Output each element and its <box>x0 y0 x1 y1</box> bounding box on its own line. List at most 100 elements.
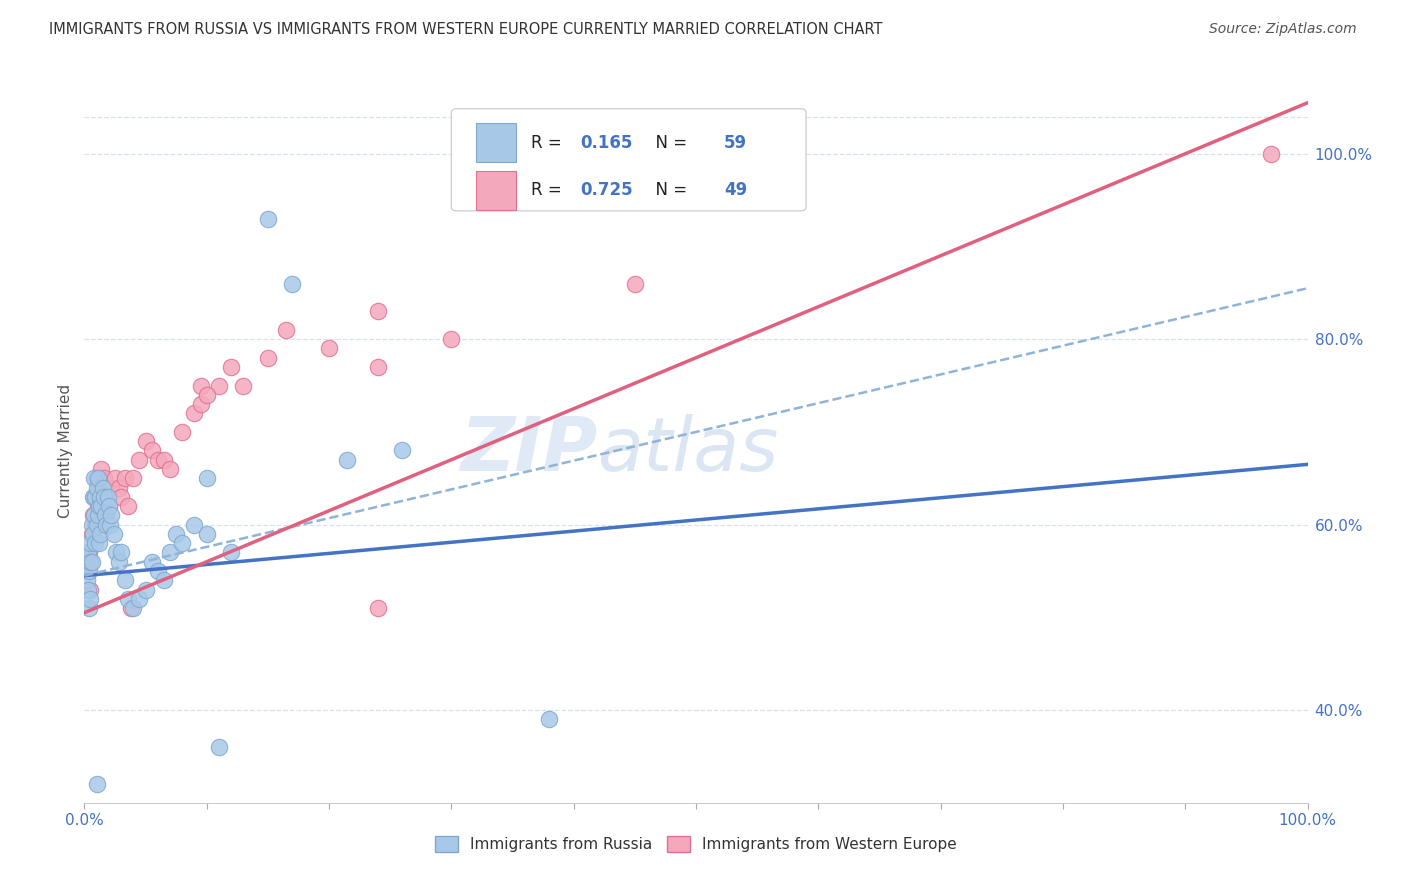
Text: atlas: atlas <box>598 415 779 486</box>
Point <box>96 508 118 523</box>
Point <box>105 545 128 559</box>
Point <box>82 508 104 523</box>
Point <box>77 545 100 559</box>
Text: 49: 49 <box>724 181 748 199</box>
Point <box>89 508 111 523</box>
Point <box>76 574 98 588</box>
Point <box>208 740 231 755</box>
Point <box>79 582 101 597</box>
Point <box>103 527 125 541</box>
Point <box>77 582 100 597</box>
Point <box>153 452 176 467</box>
Point <box>110 545 132 559</box>
Point <box>87 481 110 495</box>
Point <box>90 462 112 476</box>
Text: 0.165: 0.165 <box>579 134 633 152</box>
Text: N =: N = <box>644 134 692 152</box>
Point <box>80 555 103 569</box>
Point <box>107 555 129 569</box>
Point <box>86 777 108 791</box>
Point <box>219 545 242 559</box>
Point <box>114 574 136 588</box>
Point <box>83 508 105 523</box>
Point <box>94 499 117 513</box>
Point <box>104 471 127 485</box>
FancyBboxPatch shape <box>451 109 806 211</box>
FancyBboxPatch shape <box>475 123 516 162</box>
Point <box>281 277 304 291</box>
Point <box>80 527 103 541</box>
Point <box>538 712 561 726</box>
Text: Source: ZipAtlas.com: Source: ZipAtlas.com <box>1209 22 1357 37</box>
Point <box>114 471 136 485</box>
Point <box>159 545 181 559</box>
Point <box>100 481 122 495</box>
FancyBboxPatch shape <box>475 171 516 210</box>
Legend: Immigrants from Russia, Immigrants from Western Europe: Immigrants from Russia, Immigrants from … <box>429 830 963 859</box>
Point <box>183 406 205 420</box>
Point <box>83 471 105 485</box>
Point <box>107 481 129 495</box>
Point <box>87 499 110 513</box>
Point <box>232 378 254 392</box>
Point <box>624 277 647 291</box>
Y-axis label: Currently Married: Currently Married <box>58 384 73 517</box>
Point <box>80 517 103 532</box>
Point <box>128 591 150 606</box>
Point <box>90 499 112 513</box>
Point <box>110 490 132 504</box>
Point <box>84 517 107 532</box>
Point <box>79 555 101 569</box>
Point <box>153 574 176 588</box>
Point <box>195 388 218 402</box>
Point <box>257 351 280 365</box>
Point <box>135 582 157 597</box>
Point <box>84 490 107 504</box>
Point <box>77 564 100 578</box>
Point <box>77 601 100 615</box>
Point <box>135 434 157 449</box>
Text: ZIP: ZIP <box>461 414 598 487</box>
Point <box>391 443 413 458</box>
Point <box>97 499 120 513</box>
Point <box>86 517 108 532</box>
Point <box>122 471 145 485</box>
Point <box>367 304 389 318</box>
Point <box>82 527 104 541</box>
Point <box>77 564 100 578</box>
Text: IMMIGRANTS FROM RUSSIA VS IMMIGRANTS FROM WESTERN EUROPE CURRENTLY MARRIED CORRE: IMMIGRANTS FROM RUSSIA VS IMMIGRANTS FRO… <box>49 22 883 37</box>
Point <box>367 601 389 615</box>
Text: R =: R = <box>531 134 567 152</box>
Point <box>97 499 120 513</box>
Text: 59: 59 <box>724 134 747 152</box>
Point <box>87 499 110 513</box>
Point <box>165 527 187 541</box>
Point <box>79 555 101 569</box>
Point <box>276 323 298 337</box>
Point <box>159 462 181 476</box>
Point <box>195 527 218 541</box>
Point <box>172 425 194 439</box>
Point <box>117 591 139 606</box>
Point <box>86 471 108 485</box>
Point <box>146 564 169 578</box>
Point <box>87 471 110 485</box>
Point <box>1260 146 1282 161</box>
Point <box>91 481 114 495</box>
Point <box>84 536 107 550</box>
Point <box>97 490 120 504</box>
Point <box>93 471 115 485</box>
Point <box>93 490 115 504</box>
Text: 0.725: 0.725 <box>579 181 633 199</box>
Point <box>440 332 463 346</box>
Point <box>86 481 108 495</box>
Point <box>190 397 212 411</box>
Point <box>79 591 101 606</box>
Point <box>208 378 231 392</box>
Point <box>141 555 163 569</box>
Point <box>82 490 104 504</box>
Point <box>87 536 110 550</box>
Point <box>77 545 100 559</box>
Point <box>100 508 122 523</box>
Point <box>141 443 163 458</box>
